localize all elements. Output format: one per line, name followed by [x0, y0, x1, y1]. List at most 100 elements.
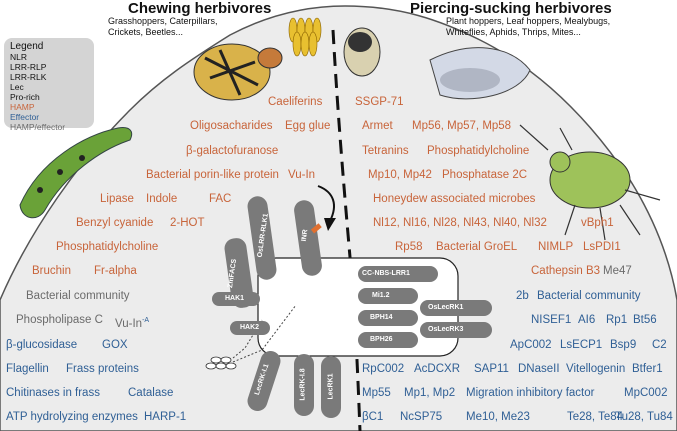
label-rp58: Rp58	[395, 241, 423, 253]
label-apc002: ApC002	[510, 339, 552, 351]
ligand-mark	[310, 223, 322, 234]
legend-lrr-rlk: LRR-RLK	[10, 72, 47, 82]
legend-lec: Lec	[10, 82, 24, 92]
label-acdcxr: AcDCXR	[414, 363, 461, 375]
mi12-shape	[358, 288, 418, 304]
vu-in-a-sup: -A	[142, 317, 150, 324]
legend-hamp-effector: HAMP/effector	[10, 122, 66, 132]
lecrk1-shape	[321, 356, 341, 418]
label-bsp9: Bsp9	[610, 339, 637, 351]
label-ai6: AI6	[578, 314, 596, 326]
label-nimlp: NIMLP	[538, 241, 574, 253]
receptor-shapes	[212, 196, 492, 418]
legend-hamp: HAMP	[10, 102, 35, 112]
receptor-bph26: BPH26	[370, 336, 393, 343]
piercing-title: Piercing-sucking herbivores	[410, 0, 612, 17]
label-bc1: βC1	[362, 411, 384, 423]
label-nisef1: NISEF1	[531, 314, 572, 326]
label-nl: Nl12, Nl16, Nl28, Nl43, Nl40, Nl32	[373, 217, 547, 229]
label-honeydew: Honeydew associated microbes	[373, 193, 536, 205]
aphid-illustration	[519, 124, 661, 241]
label-bruchin: Bruchin	[32, 265, 71, 277]
label-atp: ATP hydrolyzing enzymes	[6, 411, 138, 423]
label-bacterial-community-left: Bacterial community	[26, 290, 130, 302]
label-fac: FAC	[209, 193, 232, 205]
receptor-lecrk1: LecRK1	[327, 373, 335, 400]
label-tu28: Tu28, Tu84	[615, 411, 673, 423]
oslec3-shape	[420, 322, 492, 338]
label-lsecp1: LsECP1	[560, 339, 603, 351]
label-phosphatase: Phosphatase 2C	[442, 169, 528, 181]
label-migration: Migration inhibitory factor	[466, 387, 595, 399]
arrow-head	[324, 218, 336, 231]
beetle-illustration	[193, 43, 283, 101]
label-phosphatidylcholine-right: Phosphatidylcholine	[427, 145, 530, 157]
label-vu-in: Vu-In	[288, 169, 316, 181]
dotted-connector-2	[232, 304, 297, 363]
label-chitinases: Chitinases in frass	[6, 387, 100, 399]
receptor-ccnbs: CC-NBS-LRR1	[362, 270, 410, 277]
label-glucosidase: β-glucosidase	[6, 339, 78, 351]
label-egg-glue: Egg glue	[285, 120, 331, 132]
receptor-lecrk18: LecRK-I.8	[299, 368, 307, 401]
label-flagellin: Flagellin	[6, 363, 49, 375]
label-dnaseii: DNaseII	[518, 363, 560, 375]
receptor-hak2: HAK2	[240, 324, 260, 331]
legend-title: Legend	[10, 41, 44, 52]
legend: Legend NLR LRR-RLP LRR-RLK Lec Pro-rich …	[4, 38, 94, 132]
oslrr-shape	[247, 196, 277, 280]
label-lspdi1: LsPDI1	[583, 241, 621, 253]
piercing-subtitle-1: Plant hoppers, Leaf hoppers, Mealybugs,	[446, 16, 611, 26]
arrow-line	[317, 185, 335, 222]
label-c2: C2	[652, 339, 667, 351]
bph26-shape	[358, 332, 418, 348]
receptor-mi12: Mi1.2	[372, 292, 390, 299]
label-2-hot: 2-HOT	[170, 217, 205, 229]
label-cathepsin: Cathepsin B3	[531, 265, 601, 277]
ccnbs-shape	[358, 266, 438, 282]
piercing-subtitle-2: Whiteflies, Aphids, Thrips, Mites...	[446, 27, 581, 37]
lecrk18-shape	[294, 354, 314, 416]
legend-effector: Effector	[10, 112, 40, 122]
mite-illustration	[343, 27, 381, 77]
label-mp10: Mp10, Mp42	[368, 169, 432, 181]
label-frass-proteins: Frass proteins	[66, 363, 139, 375]
egg-cluster	[288, 17, 322, 57]
label-porin: Bacterial porin-like protein	[146, 169, 279, 181]
label-me47: Me47	[603, 265, 632, 277]
chewing-subtitle-2: Crickets, Beetles...	[108, 27, 184, 37]
label-btfer1: Btfer1	[632, 363, 663, 375]
label-ssgp-71: SSGP-71	[355, 96, 404, 108]
label-harp-1: HARP-1	[144, 411, 187, 423]
label-galactofuranose: β-galactofuranose	[186, 145, 279, 157]
chewing-subtitle-1: Grasshoppers, Caterpillars,	[108, 16, 218, 26]
receptor-oslec3: OsLecRK3	[428, 326, 464, 333]
label-gox: GOX	[102, 339, 128, 351]
caterpillar-illustration	[19, 127, 133, 219]
cell-cluster	[205, 356, 237, 370]
label-mp55: Mp55	[362, 387, 391, 399]
inr-shape	[294, 200, 322, 276]
label-indole: Indole	[146, 193, 178, 205]
receptor-oslec1: OsLecRK1	[428, 304, 464, 311]
oslec1-shape	[420, 300, 492, 316]
vu-in-a-text: Vu-In	[115, 317, 143, 330]
legend-lrr-rlp: LRR-RLP	[10, 62, 47, 72]
label-tetranins: Tetranins	[362, 145, 409, 157]
label-phosphatidylcholine-left: Phosphatidylcholine	[56, 241, 159, 253]
label-rp1: Rp1	[606, 314, 628, 326]
label-oligosacharides: Oligosacharides	[190, 120, 273, 132]
label-vitellogenin: Vitellogenin	[566, 363, 626, 375]
zmfacs-shape	[224, 238, 254, 308]
lecrk11-shape	[247, 351, 281, 411]
legend-pro-rich: Pro-rich	[10, 92, 40, 102]
label-armet: Armet	[362, 120, 393, 132]
label-sap11: SAP11	[474, 363, 509, 375]
hak1-shape	[212, 292, 260, 306]
label-caeliferins: Caeliferins	[268, 96, 323, 108]
legend-nlr: NLR	[10, 52, 28, 62]
hak2-shape	[230, 321, 270, 335]
label-mp1: Mp1, Mp2	[404, 387, 456, 399]
